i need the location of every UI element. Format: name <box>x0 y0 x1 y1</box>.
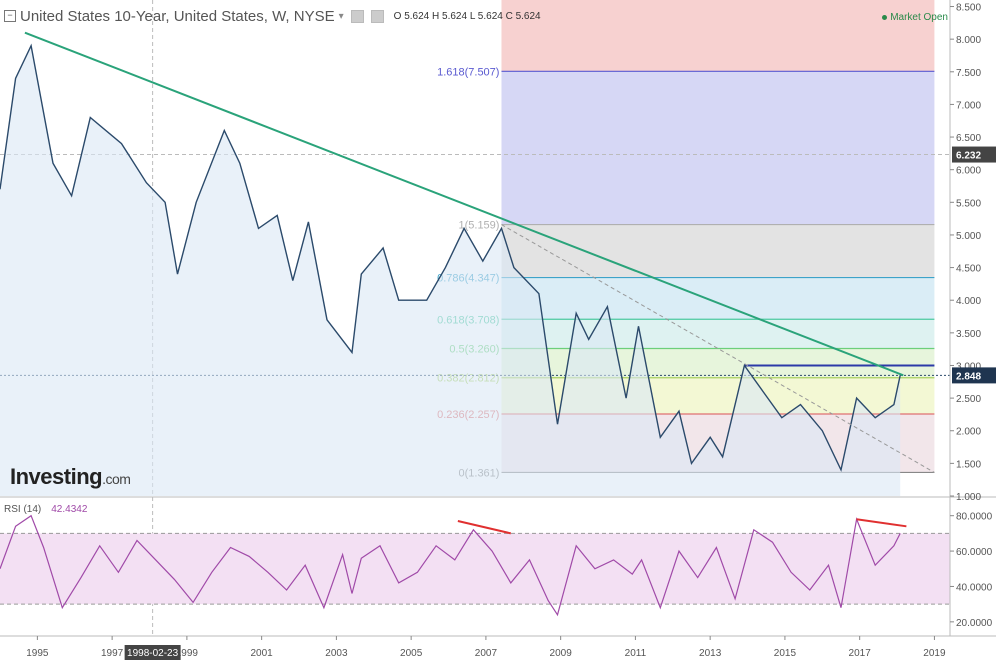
rsi-tick-label: 40.0000 <box>956 582 993 593</box>
price-tick-label: 6.500 <box>956 133 981 144</box>
price-tick-label: 7.500 <box>956 68 981 79</box>
rsi-band <box>0 533 950 605</box>
status-dot-icon <box>882 14 888 20</box>
time-tick-label: 2015 <box>774 648 797 659</box>
rsi-tick-label: 60.0000 <box>956 547 993 558</box>
time-tick-label: 2009 <box>550 648 573 659</box>
market-status: Market Open <box>882 12 948 23</box>
collapse-icon[interactable]: − <box>4 10 16 22</box>
logo-domain: .com <box>102 471 131 487</box>
price-tick-label: 8.500 <box>956 3 981 14</box>
ohlc-readout: O 5.624 H 5.624 L 5.624 C 5.624 <box>393 10 541 22</box>
fib-anchor-line <box>501 224 935 473</box>
price-tick-label: 5.500 <box>956 198 981 209</box>
crosshair-price-label: 6.232 <box>956 151 981 162</box>
market-status-label: Market Open <box>890 12 948 23</box>
fib-zone <box>501 224 935 278</box>
price-tick-label: 2.500 <box>956 394 981 405</box>
visibility-icon[interactable] <box>370 9 384 23</box>
price-tick-label: 5.000 <box>956 231 981 242</box>
crosshair-date-bg <box>124 645 181 660</box>
rsi-divergence-line <box>856 518 907 528</box>
time-tick-label: 2011 <box>625 648 647 659</box>
time-tick-label: 2017 <box>849 648 872 659</box>
last-price-label-bg <box>952 367 996 384</box>
fib-level-label: 1.618(7.507) <box>437 66 499 78</box>
price-tick-label: 8.000 <box>956 35 981 46</box>
logo-brand: Investing <box>10 464 103 489</box>
price-line <box>0 43 901 473</box>
fib-zone <box>501 277 935 320</box>
price-tick-label: 3.500 <box>956 329 981 340</box>
price-tick-label: 6.000 <box>956 166 981 177</box>
time-tick-label: 2019 <box>923 648 946 659</box>
price-area <box>0 45 901 496</box>
settings-icon[interactable] <box>350 9 364 23</box>
price-tick-label: 1.000 <box>956 492 981 503</box>
crosshair-date-label: 1998-02-23 <box>127 648 179 659</box>
investing-logo: Investing.com <box>10 464 131 490</box>
rsi-title: RSI (14) <box>4 504 42 515</box>
chart-header: − United States 10-Year, United States, … <box>4 7 541 25</box>
time-tick-label: 2007 <box>475 648 498 659</box>
rsi-tick-label: 80.0000 <box>956 512 993 523</box>
fib-zone <box>501 71 935 225</box>
time-tick-label: 2005 <box>400 648 423 659</box>
last-price-label: 2.848 <box>956 371 981 382</box>
price-tick-label: 1.500 <box>956 459 981 470</box>
rsi-header: RSI (14) 42.4342 <box>4 504 87 515</box>
fib-zone <box>501 0 935 72</box>
price-tick-label: 4.000 <box>956 296 981 307</box>
rsi-divergence-line <box>457 520 512 535</box>
price-tick-label: 2.000 <box>956 427 981 438</box>
price-tick-label: 7.000 <box>956 100 981 111</box>
price-tick-label: 3.000 <box>956 361 981 372</box>
trend-line <box>24 31 904 377</box>
chevron-down-icon[interactable]: ▾ <box>338 10 344 22</box>
fib-zone <box>501 319 935 349</box>
rsi-current-value: 42.4342 <box>51 504 88 515</box>
time-tick-label: 1995 <box>26 648 49 659</box>
price-tick-label: 4.500 <box>956 264 981 275</box>
fib-level-label: 1(5.159) <box>458 220 499 232</box>
rsi-line <box>0 514 901 617</box>
chart-title: United States 10-Year, United States, W,… <box>20 7 335 25</box>
time-tick-label: 2003 <box>325 648 348 659</box>
time-tick-label: 2013 <box>699 648 722 659</box>
time-tick-label: 1999 <box>176 648 199 659</box>
rsi-tick-label: 20.0000 <box>956 618 993 629</box>
time-tick-label: 2001 <box>251 648 274 659</box>
crosshair-price-label-bg <box>952 146 996 163</box>
time-tick-label: 1997 <box>101 648 124 659</box>
